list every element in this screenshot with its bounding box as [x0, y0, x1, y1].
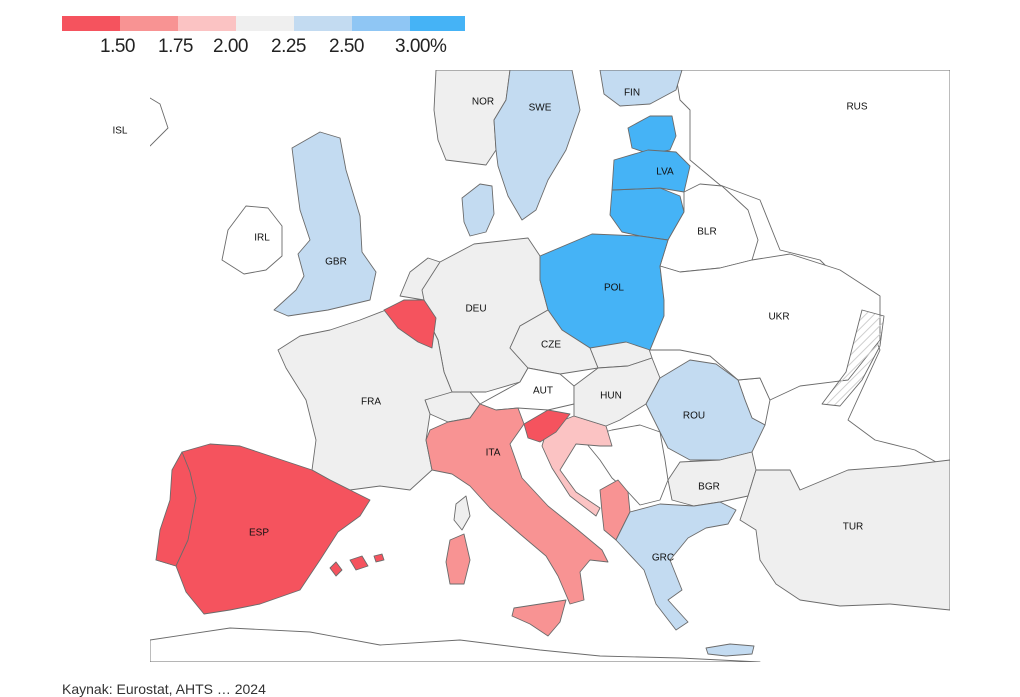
legend-label: 1.75	[158, 36, 193, 57]
country-irl	[221, 205, 283, 275]
country-ukr	[649, 253, 881, 401]
country-gbr	[273, 131, 377, 317]
crimea-hatch	[821, 309, 885, 407]
label-ita: ITA	[486, 448, 501, 459]
legend-label: 2.25	[271, 36, 306, 57]
label-fra: FRA	[361, 397, 381, 408]
label-rou: ROU	[683, 411, 705, 422]
color-legend: 1.50 1.75 2.00 2.25 2.50 3.00%	[62, 16, 465, 60]
legend-swatch	[410, 16, 465, 31]
label-ukr: UKR	[768, 312, 789, 323]
corsica	[453, 495, 471, 531]
belgium	[383, 299, 437, 349]
label-esp: ESP	[249, 528, 269, 539]
legend-label: 1.50	[100, 36, 135, 57]
croatia	[541, 415, 613, 517]
label-nor: NOR	[472, 97, 494, 108]
label-swe: SWE	[529, 103, 552, 114]
legend-swatch	[120, 16, 178, 31]
estonia	[627, 115, 677, 155]
country-grc	[615, 501, 737, 631]
legend-label: 2.50	[329, 36, 364, 57]
label-deu: DEU	[465, 304, 486, 315]
country-tur	[739, 459, 950, 611]
label-fin: FIN	[624, 88, 640, 99]
legend-swatch	[62, 16, 120, 31]
country-lva	[611, 149, 691, 193]
balearic-islands	[329, 553, 385, 577]
country-fin	[599, 70, 683, 107]
source-note: Kaynak: Eurostat, AHTS … 2024	[62, 681, 266, 697]
label-grc: GRC	[652, 553, 674, 564]
label-isl: ISL	[112, 126, 127, 137]
label-cze: CZE	[541, 340, 561, 351]
label-tur: TUR	[843, 522, 864, 533]
label-pol: POL	[604, 283, 624, 294]
label-irl: IRL	[254, 233, 270, 244]
country-swe	[493, 70, 581, 221]
legend-label: 3.00%	[395, 36, 447, 57]
label-blr: BLR	[697, 227, 716, 238]
country-ita	[425, 403, 609, 605]
legend-swatch	[352, 16, 410, 31]
africa-coast	[150, 627, 761, 662]
country-isl	[150, 97, 169, 147]
country-bgr	[667, 451, 757, 507]
label-gbr: GBR	[325, 257, 347, 268]
denmark	[461, 183, 495, 237]
country-rou	[645, 359, 766, 461]
sardinia	[445, 533, 471, 585]
label-aut: AUT	[533, 386, 553, 397]
legend-label: 2.00	[213, 36, 248, 57]
portugal	[155, 451, 197, 567]
slovenia	[523, 409, 571, 443]
legend-swatch	[294, 16, 352, 31]
label-bgr: BGR	[698, 482, 720, 493]
crete	[705, 643, 755, 657]
label-lva: LVA	[656, 167, 674, 178]
sicily	[511, 599, 567, 637]
label-hun: HUN	[600, 391, 622, 402]
legend-swatch	[236, 16, 294, 31]
legend-swatch	[178, 16, 236, 31]
label-rus: RUS	[846, 102, 867, 113]
